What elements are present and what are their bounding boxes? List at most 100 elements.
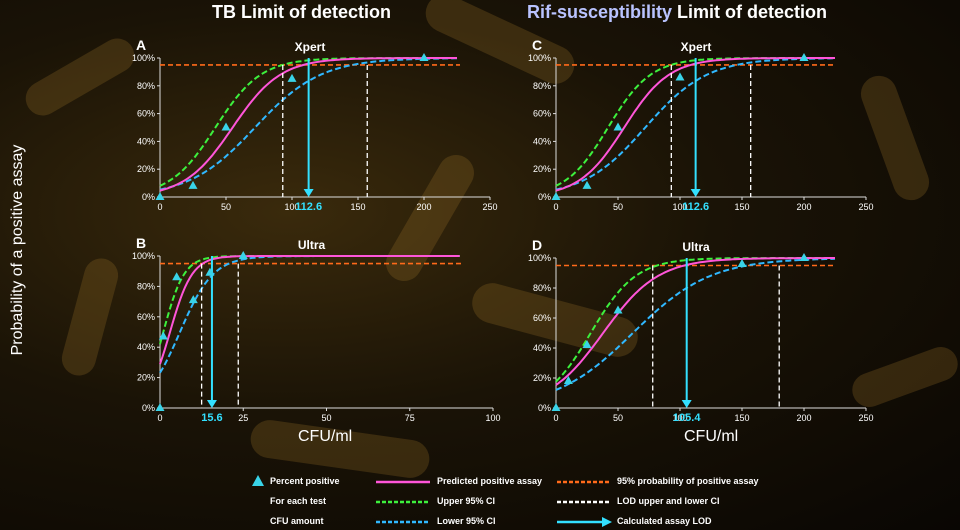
- x-tick-label: 200: [416, 202, 431, 212]
- panel-title: Xpert: [295, 40, 326, 54]
- legend-arrow-icon: [602, 517, 612, 527]
- x-tick-label: 25: [238, 413, 248, 423]
- x-tick-label: 100: [672, 202, 687, 212]
- panel-title: Xpert: [681, 40, 712, 54]
- upper-ci-curve: [159, 255, 460, 345]
- panel-title: Ultra: [682, 240, 710, 254]
- data-point: [221, 122, 231, 131]
- x-tick-label: 50: [321, 413, 331, 423]
- x-tick-label: 150: [350, 202, 365, 212]
- panel-title: Ultra: [298, 238, 326, 252]
- lower-ci-curve: [159, 255, 460, 374]
- data-point: [158, 331, 168, 340]
- legend-marks: [252, 475, 612, 527]
- data-point: [551, 403, 561, 411]
- x-tick-label: 50: [613, 202, 623, 212]
- right-title-prefix: Rif-susceptibility: [527, 2, 673, 22]
- lod-arrow-head: [681, 400, 692, 408]
- x-axis-label-left: CFU/ml: [298, 428, 353, 445]
- lod-arrow-head: [206, 400, 217, 408]
- panel-letter: C: [532, 37, 542, 53]
- panel-letter: B: [136, 235, 146, 251]
- data-point: [799, 253, 809, 261]
- y-tick-label: 20%: [533, 373, 551, 383]
- lod-value-label: 112.6: [682, 201, 709, 213]
- predicted-curve: [159, 255, 460, 365]
- panel-a: A Xpert 0% 20% 40% 60% 80% 100% 0 50 100 150 200 250 1…: [132, 37, 498, 213]
- legend-percent-positive: Percent positive: [270, 476, 340, 486]
- x-tick-label: 250: [858, 202, 873, 212]
- right-title-suffix: Limit of detection: [672, 2, 828, 22]
- data-point: [613, 122, 623, 131]
- y-tick-label: 100%: [132, 251, 155, 261]
- y-tick-label: 40%: [137, 136, 155, 146]
- data-point: [563, 376, 573, 384]
- lod-value-label: 105.4: [673, 412, 701, 424]
- data-point: [205, 267, 215, 276]
- x-tick-label: 250: [482, 202, 497, 212]
- legend-lower: Lower 95% CI: [437, 516, 496, 526]
- y-tick-label: 20%: [137, 164, 155, 174]
- left-title: TB Limit of detection: [212, 2, 391, 22]
- x-tick-label: 200: [796, 202, 811, 212]
- y-tick-label: 20%: [533, 164, 551, 174]
- data-point: [419, 53, 429, 61]
- legend-cfu-amount: CFU amount: [270, 516, 324, 526]
- y-tick-label: 20%: [137, 373, 155, 383]
- x-tick-label: 0: [553, 202, 558, 212]
- lod-arrow-head: [690, 189, 701, 197]
- y-tick-label: 80%: [533, 81, 551, 91]
- legend-lod-ci: LOD upper and lower CI: [617, 496, 720, 506]
- y-tick-label: 60%: [533, 109, 551, 119]
- data-point: [188, 180, 198, 189]
- y-tick-label: 0%: [142, 403, 155, 413]
- data-point: [613, 305, 623, 314]
- y-tick-label: 80%: [137, 81, 155, 91]
- lod-arrow-head: [303, 189, 314, 197]
- x-tick-label: 0: [157, 413, 162, 423]
- x-tick-label: 150: [734, 202, 749, 212]
- x-tick-label: 100: [485, 413, 500, 423]
- legend-for-each-test: For each test: [270, 496, 327, 506]
- data-point: [582, 340, 592, 348]
- right-title: Rif-susceptibility Limit of detection: [527, 2, 827, 23]
- data-point: [155, 192, 165, 200]
- y-tick-label: 100%: [528, 253, 551, 263]
- x-tick-label: 50: [221, 202, 231, 212]
- y-tick-label: 0%: [538, 192, 551, 202]
- panel-d: D Ultra 0% 20% 40% 60% 80% 100% 0 50 100 150 200 250 1…: [528, 237, 874, 424]
- legend-lod: Calculated assay LOD: [617, 516, 712, 526]
- legend-predicted: Predicted positive assay: [437, 476, 543, 486]
- lower-ci-curve: [555, 257, 836, 391]
- data-point: [188, 295, 198, 304]
- legend-p95: 95% probability of positive assay: [617, 476, 759, 486]
- legend-upper: Upper 95% CI: [437, 496, 496, 506]
- y-tick-label: 60%: [137, 312, 155, 322]
- x-tick-label: 150: [734, 413, 749, 423]
- x-tick-label: 0: [553, 413, 558, 423]
- predicted-curve: [555, 257, 835, 386]
- data-point: [582, 180, 592, 189]
- lower-ci-curve: [159, 57, 457, 191]
- y-tick-label: 60%: [137, 109, 155, 119]
- data-point: [737, 259, 747, 267]
- lod-value-label: 112.6: [295, 201, 322, 213]
- data-point: [172, 272, 182, 281]
- y-tick-label: 80%: [533, 283, 551, 293]
- panel-letter: A: [136, 37, 146, 53]
- y-tick-label: 40%: [533, 343, 551, 353]
- x-tick-label: 100: [284, 202, 299, 212]
- panel-b: B Ultra 0% 20% 40% 60% 80% 100% 0 25 50 75 100 15.6: [132, 235, 501, 424]
- panel-c: C Xpert 0% 20% 40% 60% 80% 100% 0 50 100 150 200 250 1…: [528, 37, 874, 213]
- legend-triangle-icon: [252, 475, 264, 486]
- upper-ci-curve: [555, 257, 835, 383]
- x-axis-label-right: CFU/ml: [684, 428, 739, 445]
- x-tick-label: 100: [672, 413, 687, 423]
- y-tick-label: 60%: [533, 313, 551, 323]
- x-tick-label: 0: [157, 202, 162, 212]
- data-point: [551, 192, 561, 200]
- data-point: [799, 53, 809, 61]
- data-point: [155, 403, 165, 411]
- data-point: [238, 251, 248, 259]
